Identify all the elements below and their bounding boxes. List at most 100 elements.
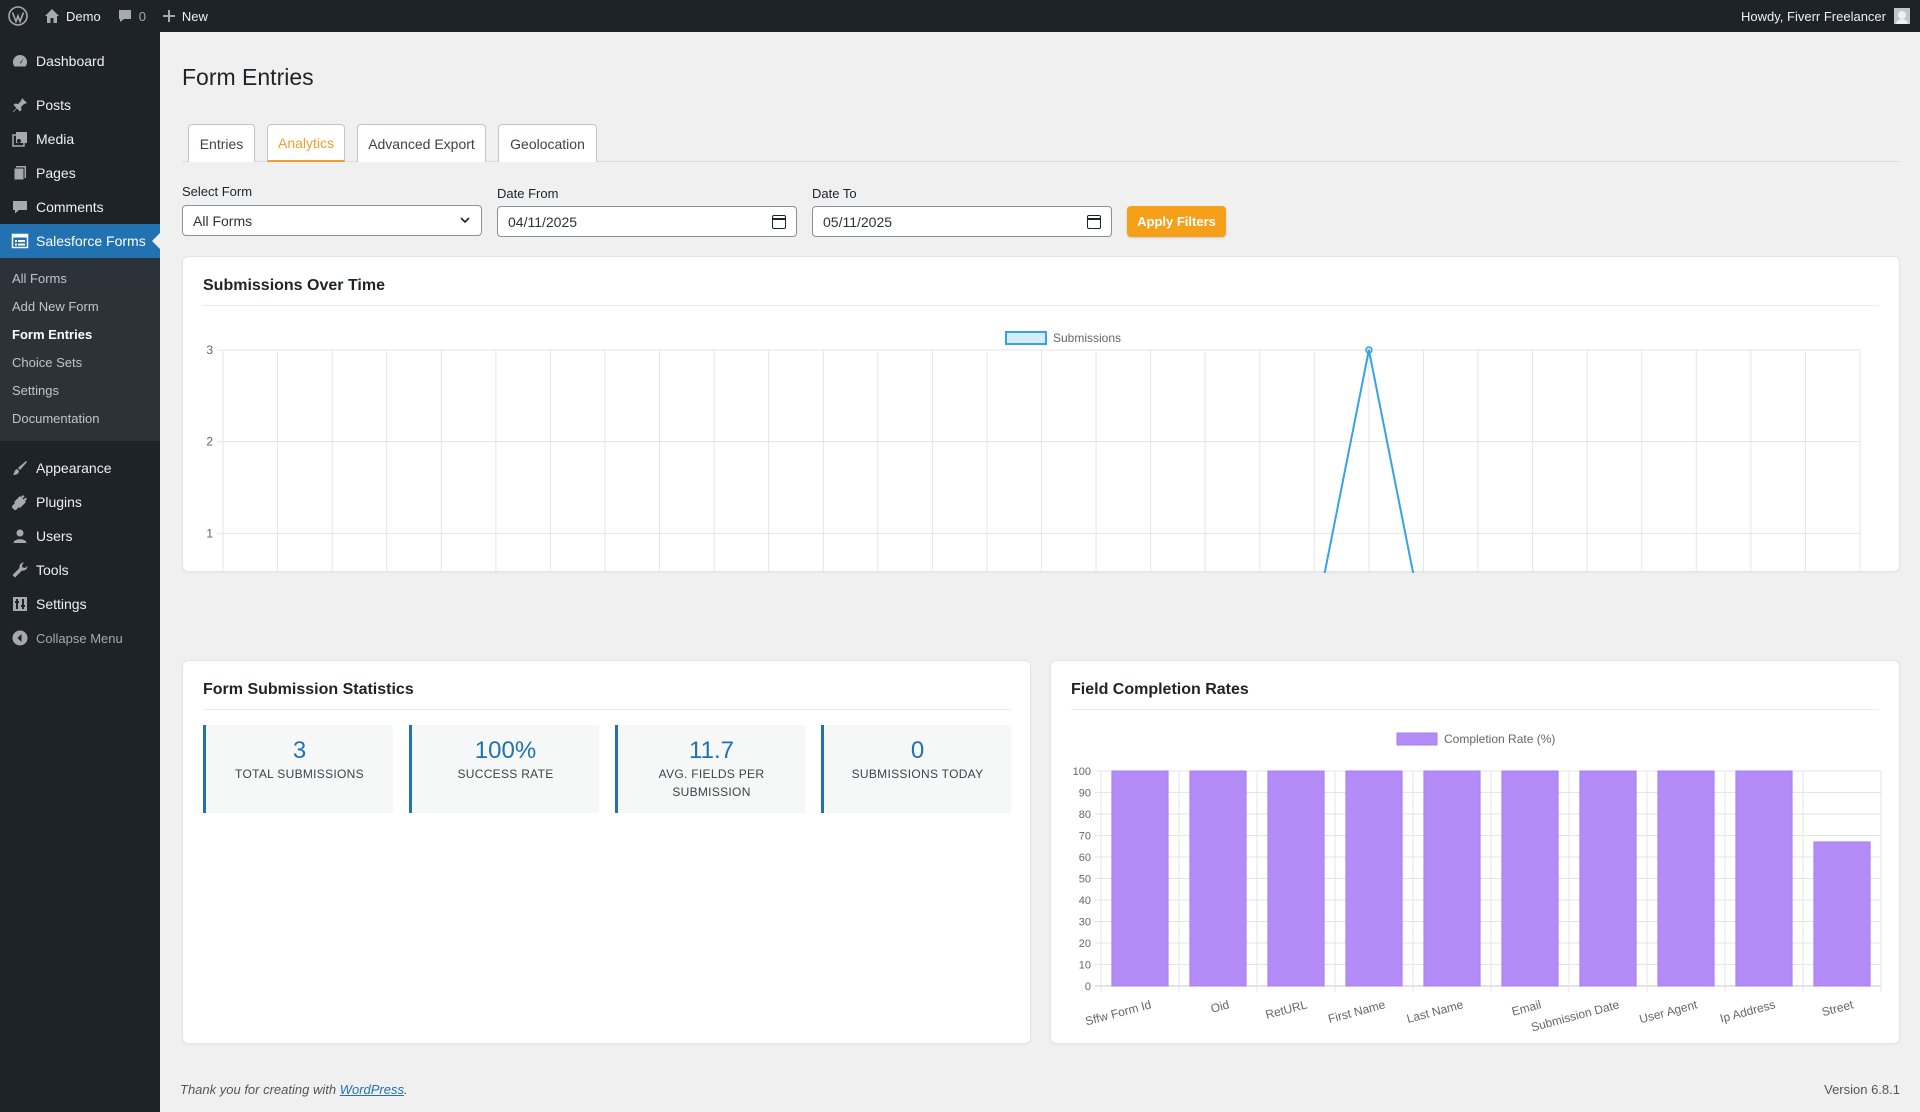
y-tick-label: 30 (1079, 917, 1091, 929)
select-form-value: All Forms (193, 212, 253, 229)
howdy-text: Howdy, Fiverr Freelancer (1741, 8, 1886, 24)
x-tick-label: Submission Date (1530, 997, 1622, 1034)
menu-item-dashboard[interactable]: Dashboard (0, 44, 160, 78)
menu-item-comments[interactable]: Comments (0, 190, 160, 224)
menu-item-tools[interactable]: Tools (0, 553, 160, 587)
x-tick-label: RetURL (1264, 997, 1309, 1022)
brush-icon (10, 458, 30, 478)
submenu-item-add-new-form[interactable]: Add New Form (12, 299, 99, 314)
menu-item-label: Comments (36, 199, 104, 215)
menu-item-label: Posts (36, 97, 72, 113)
bar (1579, 770, 1637, 987)
comments-link[interactable]: 0 (109, 0, 154, 32)
y-tick-label: 3 (206, 343, 213, 357)
menu-item-label: Pages (36, 165, 76, 181)
menu-item-label: Salesforce Forms (36, 233, 146, 249)
wordpress-link[interactable]: WordPress (339, 1082, 404, 1097)
x-tick-label: Email (1510, 997, 1543, 1018)
calendar-icon[interactable] (772, 214, 786, 229)
menu-item-media[interactable]: Media (0, 122, 160, 156)
stat-label: AVG. FIELDS PER SUBMISSION (658, 767, 765, 799)
wordpress-logo-icon[interactable] (0, 0, 36, 32)
date-from-label: Date From (497, 186, 559, 201)
menu-item-label: Appearance (36, 460, 112, 476)
menu-item-posts[interactable]: Posts (0, 88, 160, 122)
menu-item-appearance[interactable]: Appearance (0, 451, 160, 485)
site-name-link[interactable]: Demo (36, 0, 109, 32)
menu-item-label: Settings (36, 596, 87, 612)
y-tick-label: 70 (1079, 831, 1091, 843)
collapse-menu-label: Collapse Menu (36, 630, 123, 646)
menu-item-users[interactable]: Users (0, 519, 160, 553)
y-tick-label: 10 (1079, 960, 1091, 972)
menu-item-settings[interactable]: Settings (0, 587, 160, 621)
stat-value: 0 (910, 737, 925, 764)
bar (1813, 841, 1871, 987)
plugin-icon (10, 492, 30, 512)
new-content-link[interactable]: New (154, 0, 216, 32)
pin-icon (10, 95, 30, 115)
legend-swatch (1005, 331, 1047, 345)
home-icon (44, 8, 60, 24)
y-tick-label: 60 (1079, 852, 1091, 864)
select-form-label: Select Form (182, 184, 253, 199)
data-point (1365, 346, 1373, 354)
collapse-arrow-icon (10, 628, 30, 648)
completion-bar-chart: 0 10 20 30 40 50 60 70 80 90 100 Completion Rate (%… (1073, 732, 1882, 1034)
tab-geolocation[interactable]: Geolocation (498, 124, 597, 162)
apply-filters-button[interactable]: Apply Filters (1127, 206, 1226, 237)
submenu-item-documentation[interactable]: Documentation (12, 411, 100, 426)
card-title: Form Submission Statistics (203, 681, 414, 698)
date-to-value: 05/11/2025 (823, 213, 893, 230)
stat-avg-fields: 11.7 AVG. FIELDS PER SUBMISSION (615, 725, 805, 813)
submenu-item-form-entries[interactable]: Form Entries (12, 327, 93, 342)
menu-item-pages[interactable]: Pages (0, 156, 160, 190)
submissions-over-time-card: Submissions Over Time 0123Apr 11Apr 12Ap… (182, 256, 1900, 573)
bar (1423, 770, 1481, 987)
x-tick-label: Sffw Form Id (1084, 997, 1153, 1028)
plus-icon (162, 9, 176, 23)
stat-submissions-today: 0 SUBMISSIONS TODAY (821, 725, 1011, 813)
date-to-input[interactable]: 05/11/2025 (812, 206, 1112, 237)
y-tick-label: 0 (1085, 981, 1091, 993)
avatar (1894, 8, 1910, 24)
form-submission-statistics-card: Form Submission Statistics 3 TOTAL SUBMI… (182, 660, 1031, 1044)
footer-version: Version 6.8.1 (1824, 1082, 1900, 1097)
legend-swatch (1396, 732, 1438, 746)
admin-bar: Demo 0 New Howdy, Fiverr Freelancer (0, 0, 1920, 32)
x-tick-label: Last Name (1405, 997, 1465, 1026)
x-tick-label: Street (1820, 997, 1855, 1019)
menu-item-label: Plugins (36, 494, 82, 510)
menu-item-plugins[interactable]: Plugins (0, 485, 160, 519)
bar (1267, 770, 1325, 987)
date-to-label: Date To (812, 186, 857, 201)
tab-advanced-export[interactable]: Advanced Export (357, 124, 486, 162)
stat-value: 11.7 (689, 737, 734, 764)
x-tick-label: User Agent (1638, 997, 1700, 1026)
page-title: Form Entries (182, 64, 314, 90)
date-from-input[interactable]: 04/11/2025 (497, 206, 797, 237)
admin-sidebar: Dashboard Posts Media Pages Comments Sal… (0, 32, 160, 1112)
tab-analytics[interactable]: Analytics (267, 124, 345, 162)
comments-count: 0 (138, 8, 146, 24)
tab-entries[interactable]: Entries (188, 124, 255, 162)
menu-item-salesforce-forms[interactable]: Salesforce Forms (0, 224, 160, 258)
bar (1657, 770, 1715, 987)
bar (1501, 770, 1559, 987)
bar (1111, 770, 1169, 987)
my-account-link[interactable]: Howdy, Fiverr Freelancer (1733, 0, 1920, 32)
select-form-dropdown[interactable]: All Forms (182, 205, 482, 236)
field-completion-rates-card: Field Completion Rates 0 10 20 30 40 50 60 70 80… (1050, 660, 1900, 1044)
calendar-icon[interactable] (1087, 214, 1101, 229)
collapse-menu-button[interactable]: Collapse Menu (0, 621, 160, 655)
submenu-item-choice-sets[interactable]: Choice Sets (12, 355, 83, 370)
date-from-value: 04/11/2025 (508, 213, 578, 230)
comment-icon (10, 197, 30, 217)
submenu-item-settings[interactable]: Settings (12, 383, 59, 398)
bar (1189, 770, 1247, 987)
stat-success-rate: 100% SUCCESS RATE (409, 725, 599, 813)
submenu-item-all-forms[interactable]: All Forms (12, 271, 67, 286)
media-icon (10, 129, 30, 149)
y-tick-label: 1 (206, 526, 213, 540)
stat-label: SUCCESS RATE (457, 767, 554, 781)
